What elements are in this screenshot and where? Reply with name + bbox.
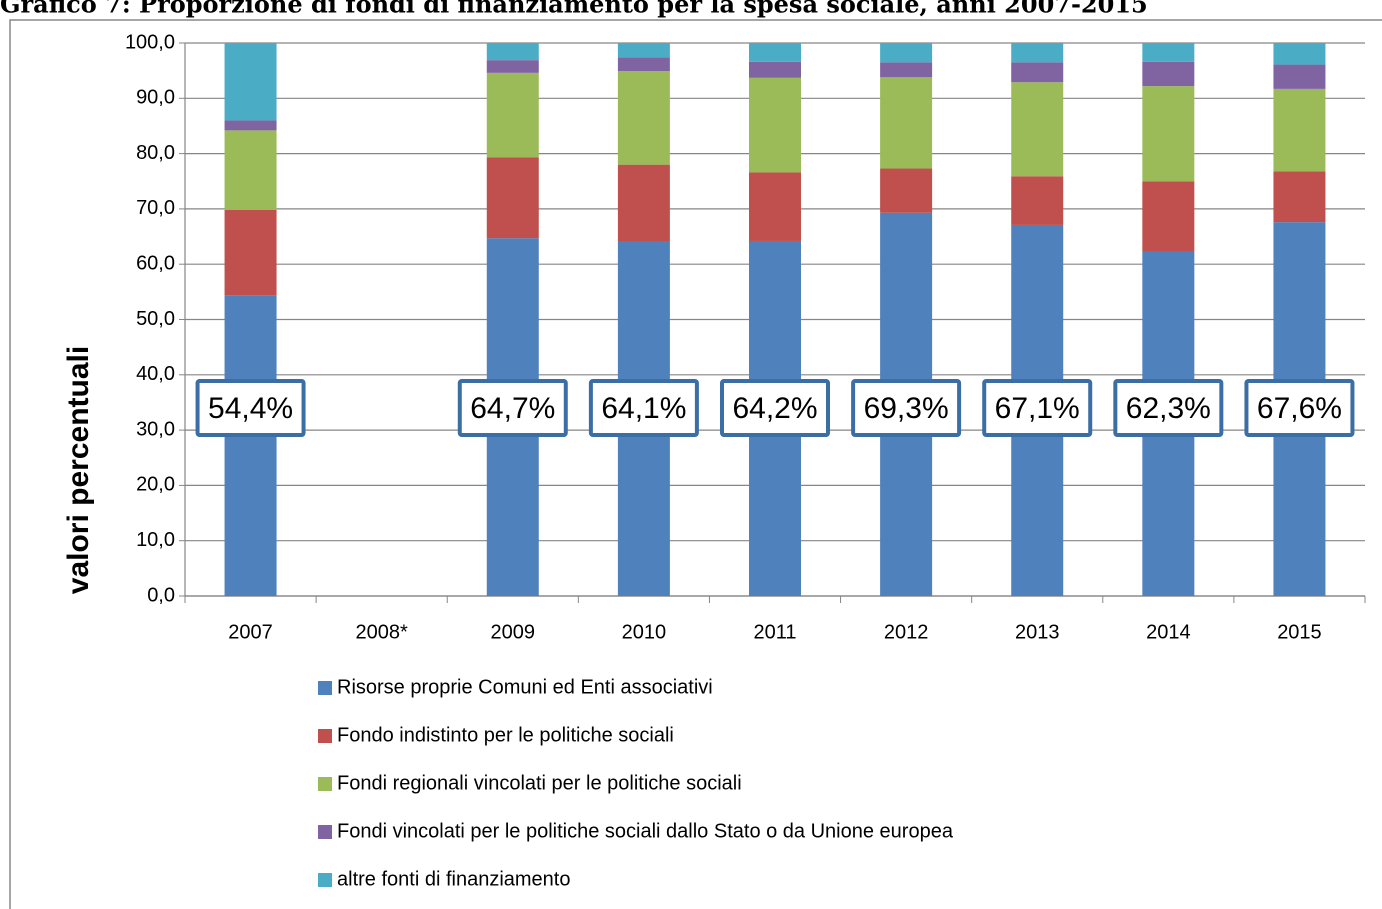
y-tick-label: 40,0 [136,363,175,385]
bar-segment [880,77,933,169]
value-label: 62,3% [1126,392,1211,425]
bar-segment [224,130,277,211]
legend-swatch [318,873,332,887]
bar-segment [1142,43,1195,62]
y-axis-title: valori percentuali [62,346,95,594]
bar-segment [224,120,277,131]
y-tick-label: 80,0 [136,142,175,164]
bar-segment [1142,61,1195,87]
value-label-box [588,379,699,437]
value-label: 64,2% [732,392,817,425]
value-label-box [851,379,962,437]
bar-segment [1273,43,1326,65]
y-tick-label: 10,0 [136,529,175,551]
x-tick-label: 2013 [1015,621,1060,643]
y-tick-label: 30,0 [136,418,175,440]
x-tick-label: 2015 [1277,621,1322,643]
bar-segment [486,72,539,158]
x-tick-label: 2014 [1146,621,1191,643]
y-tick-label: 100,0 [125,31,175,53]
bar-segment [617,71,670,165]
bar-segment [1273,171,1326,223]
x-tick-label: 2012 [884,621,929,643]
y-tick-label: 50,0 [136,308,175,330]
bar-segment [749,43,801,62]
bar-segment [1142,181,1195,252]
value-label: 64,1% [601,392,686,425]
chart-title: Grafico 7: Proporzione di fondi di finan… [0,0,1148,19]
y-tick-label: 90,0 [136,87,175,109]
value-label: 67,6% [1257,392,1342,425]
value-label: 67,1% [995,392,1080,425]
bar-segment [1011,82,1064,177]
bar-segment [1011,62,1064,83]
bar-segment [224,210,277,296]
bar-segment [486,43,539,61]
value-label-box [720,379,830,437]
legend-label: Fondi vincolati per le politiche sociali… [337,820,954,842]
x-tick-label: 2008* [356,621,408,643]
bar-segment [749,77,801,173]
x-tick-label: 2011 [753,621,796,643]
bar-segment [880,168,933,213]
y-tick-label: 0,0 [147,584,175,606]
legend-label: Fondo indistinto per le politiche social… [337,724,674,746]
bar-segment [880,43,933,63]
bar-segment [486,157,539,239]
bar-segment [880,62,933,78]
y-tick-label: 20,0 [136,474,175,496]
bar-segment [1142,86,1195,182]
bar-segment [486,60,539,73]
x-tick-label: 2010 [622,621,667,643]
value-label: 54,4% [208,392,293,425]
legend-swatch [318,681,332,695]
legend-label: Risorse proprie Comuni ed Enti associati… [337,676,713,698]
value-label-box [982,379,1093,437]
bar-segment [224,43,277,121]
bar-segment [1011,176,1064,225]
bar-segment [617,57,670,72]
y-tick-label: 70,0 [136,197,175,219]
legend-label: altre fonti di finanziamento [337,868,570,890]
x-tick-label: 2009 [491,621,536,643]
value-label: 64,7% [470,392,555,425]
bar-segment [1273,88,1326,172]
bar-segment [224,295,277,596]
value-label-box [457,379,568,437]
legend-swatch [318,729,332,743]
value-label-box [1113,379,1224,437]
legend-label: Fondi regionali vincolati per le politic… [337,772,742,794]
bar-segment [617,164,670,242]
value-label: 69,3% [864,392,949,425]
bar-segment [1011,43,1064,63]
bar-segment [749,172,801,241]
legend-swatch [318,777,332,791]
value-label-box [1244,379,1355,437]
x-tick-label: 2007 [228,621,273,643]
value-label-box [195,379,306,437]
bar-segment [1273,64,1326,89]
y-tick-label: 60,0 [136,252,175,274]
bar-segment [749,61,801,78]
legend-swatch [318,825,332,839]
bar-segment [617,43,670,58]
